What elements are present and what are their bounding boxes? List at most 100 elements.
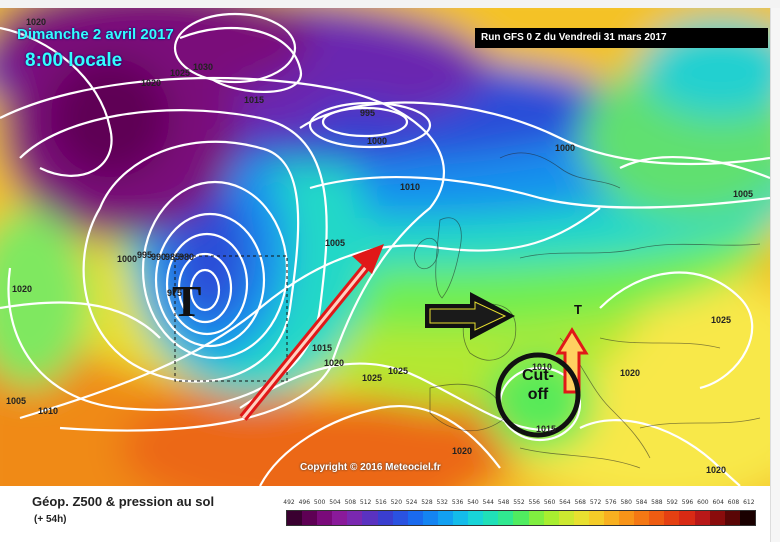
legend-subtitle: (+ 54h) <box>34 514 67 525</box>
cutoff-label-line1: Cut- <box>522 367 554 384</box>
legend-color-swatch <box>664 511 680 525</box>
legend-tick-label: 512 <box>359 499 372 506</box>
isobar-label: 995 <box>137 250 153 260</box>
isobar-label: 1015 <box>244 95 265 105</box>
legend-tick-label: 552 <box>513 499 525 506</box>
weather-map <box>0 8 770 486</box>
isobar-label: 990 <box>151 252 167 262</box>
map-canvas <box>0 8 770 486</box>
legend-tick-label: 528 <box>421 499 433 506</box>
low-pressure-symbol: T <box>172 277 202 326</box>
legend-tick-label: 596 <box>681 499 694 506</box>
forecast-time: 8:00 locale <box>25 50 123 71</box>
isobar-label: 1020 <box>706 465 727 475</box>
legend-tick-label: 572 <box>589 499 602 506</box>
legend-tick-label: 604 <box>712 499 724 506</box>
isobar-label: 1020 <box>12 284 33 294</box>
isobar-label: 1000 <box>117 254 138 264</box>
copyright-text: Copyright © 2016 Meteociel.fr <box>300 462 441 473</box>
legend-color-swatch <box>588 511 604 525</box>
legend-tick-label: 540 <box>467 499 479 506</box>
legend-color-swatch <box>513 511 529 525</box>
legend-color-swatch <box>437 511 454 525</box>
legend-color-swatch <box>739 511 755 525</box>
isobar-label: 995 <box>360 108 376 118</box>
legend-color-swatch <box>619 511 635 525</box>
legend-color-swatch <box>528 511 544 525</box>
cutoff-label-line2: off <box>527 386 549 403</box>
legend-color-swatch <box>483 511 499 525</box>
isobar-label: 1010 <box>532 362 553 372</box>
legend-tick-label: 564 <box>559 499 571 506</box>
isobar-label: 1020 <box>26 17 47 27</box>
legend-color-swatch <box>709 511 725 525</box>
isobar-label: 1005 <box>6 396 27 406</box>
isobar-label: 1020 <box>452 446 473 456</box>
legend-color-swatch <box>302 511 318 525</box>
legend-color-swatch <box>362 511 378 525</box>
legend-color-swatch <box>498 511 514 525</box>
isobar-label: 1020 <box>141 78 162 88</box>
legend-color-scale <box>286 510 756 526</box>
legend-color-swatch <box>453 511 469 525</box>
legend-color-swatch <box>558 511 574 525</box>
isobar-label: 975 <box>167 288 183 298</box>
legend-color-swatch <box>694 511 710 525</box>
legend-title: Géop. Z500 & pression au sol <box>32 494 215 509</box>
isobar-label: 1020 <box>324 358 345 368</box>
isobar-label: 985 <box>165 252 181 262</box>
legend-tick-label: 496 <box>298 499 311 506</box>
legend-tick-label: 592 <box>666 499 678 506</box>
isobar-label: 1015 <box>312 343 333 353</box>
legend-color-swatch <box>347 511 363 525</box>
legend-color-swatch <box>468 511 484 525</box>
black-arrow-east <box>425 292 515 340</box>
cutoff-circle <box>495 352 581 438</box>
legend-color-swatch <box>392 511 408 525</box>
legend-tick-label: 600 <box>697 499 709 506</box>
isobar-label: 1025 <box>711 315 732 325</box>
legend-tick-label: 500 <box>313 499 326 506</box>
legend-tick-label: 544 <box>482 499 494 506</box>
legend-color-swatch <box>287 511 303 525</box>
legend-color-swatch <box>377 511 393 525</box>
legend-color-swatch <box>634 511 650 525</box>
legend-tick-label: 492 <box>283 499 295 506</box>
isobars <box>0 12 770 486</box>
isobar-label: 980 <box>179 252 195 262</box>
isobar-label: 1020 <box>620 368 641 378</box>
legend-tick-label: 560 <box>543 499 556 506</box>
scrollbar[interactable] <box>770 8 780 542</box>
isobar-label: 1005 <box>325 238 346 248</box>
isobar-label: 1015 <box>536 424 557 434</box>
isobar-label: 1000 <box>367 136 388 146</box>
grid-box <box>174 255 288 382</box>
legend-tick-label: 612 <box>743 499 755 506</box>
legend-color-swatch <box>573 511 589 525</box>
legend-tick-label: 548 <box>497 499 510 506</box>
isobar-label: 1000 <box>555 143 576 153</box>
legend-tick-label: 504 <box>329 499 341 506</box>
legend-tick-label: 536 <box>451 499 464 506</box>
legend-color-swatch <box>422 511 438 525</box>
legend-color-swatch <box>317 511 333 525</box>
isobar-label: 1010 <box>38 406 59 416</box>
legend-tick-label: 576 <box>605 499 617 506</box>
legend-color-swatch <box>649 511 665 525</box>
legend-tick-label: 532 <box>436 499 448 506</box>
isobar-label: 1025 <box>362 373 383 383</box>
legend-ticks: 492 496 500 504 508 512 516 520 524 528 532 536 540 5… <box>282 499 756 506</box>
legend-tick-label: 580 <box>620 499 632 506</box>
legend-color-swatch <box>543 511 559 525</box>
small-low-symbol: T <box>574 302 582 317</box>
legend-tick-label: 516 <box>375 499 387 506</box>
cutoff-label: Cut- off <box>513 366 563 404</box>
isobar-label: 1005 <box>733 189 754 199</box>
legend-tick-label: 524 <box>405 499 418 506</box>
legend-tick-label: 520 <box>390 499 403 506</box>
red-arrow-sw <box>239 244 384 421</box>
run-info: Run GFS 0 Z du Vendredi 31 mars 2017 <box>475 28 768 48</box>
isobar-label: 1025 <box>170 68 191 78</box>
isobar-label: 1010 <box>400 182 421 192</box>
legend-tick-label: 588 <box>651 499 663 506</box>
